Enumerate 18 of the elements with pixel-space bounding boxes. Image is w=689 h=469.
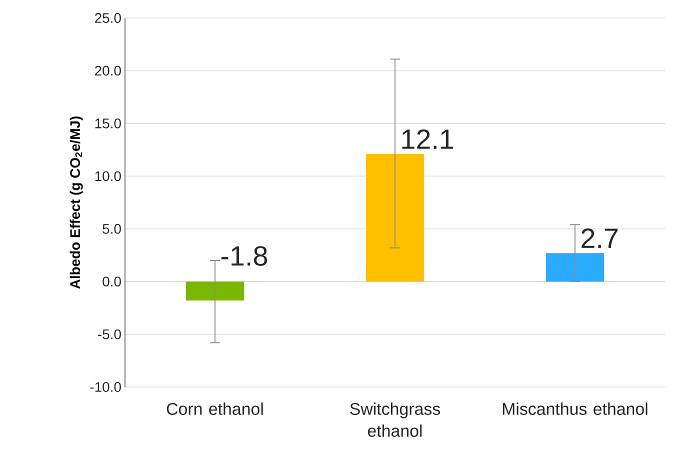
x-tick-label: Miscanthus ethanol <box>502 402 648 415</box>
y-tick-label: -5.0 <box>98 329 121 340</box>
x-tick-label: Corn ethanol <box>166 402 263 415</box>
y-tick-label: 20.0 <box>95 66 121 76</box>
data-label: 12.1 <box>402 129 454 149</box>
bar <box>186 282 244 301</box>
y-tick-label: 25.0 <box>95 13 121 23</box>
y-tick-label: 5.0 <box>102 224 121 234</box>
x-tick-label: Switchgrass ethanol <box>350 402 440 437</box>
y-axis-title: Albedo Effect (g CO$_{2}$e/MJ) <box>70 116 83 289</box>
y-tick-label: 10.0 <box>95 171 121 182</box>
y-tick-label: 0.0 <box>102 276 121 287</box>
bar <box>546 253 604 282</box>
y-tick-label: 15.0 <box>95 118 121 128</box>
data-label: -1.8 <box>221 246 268 266</box>
data-label: 2.7 <box>582 228 618 248</box>
bar <box>366 154 424 282</box>
y-tick-label: -10.0 <box>90 382 121 392</box>
